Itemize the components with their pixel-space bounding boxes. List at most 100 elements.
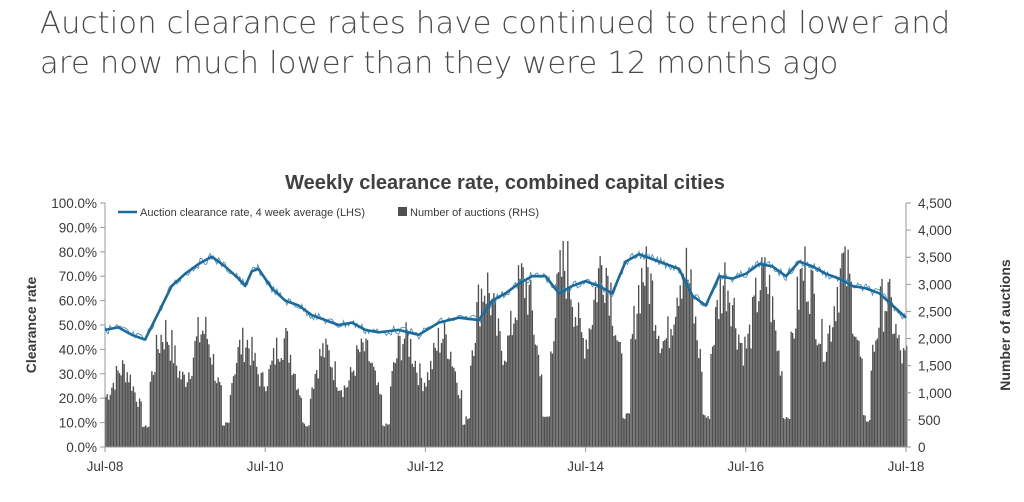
- auction-bar: [735, 328, 737, 447]
- auction-bar: [445, 334, 447, 447]
- auction-bar: [137, 406, 139, 447]
- auction-bar: [120, 375, 122, 447]
- auction-bar: [185, 387, 187, 447]
- auction-bar: [554, 318, 557, 447]
- auction-bar: [359, 352, 361, 447]
- auction-bar: [482, 301, 484, 447]
- auction-bar: [439, 352, 441, 447]
- auction-bar: [239, 339, 241, 447]
- auction-bar: [496, 335, 498, 447]
- auction-bar: [659, 353, 661, 447]
- headline-line-2: are now much lower than they were 12 mon…: [40, 46, 839, 81]
- legend-line-label: Auction clearance rate, 4 week average (…: [140, 207, 365, 219]
- auction-bar: [279, 361, 281, 447]
- auction-bar: [126, 372, 128, 447]
- auction-bar: [721, 313, 723, 447]
- auction-bar: [420, 377, 423, 447]
- auction-bar: [483, 295, 486, 447]
- auction-bar: [759, 290, 762, 447]
- auction-bar: [664, 340, 666, 447]
- auction-bar: [106, 394, 108, 447]
- auction-bar: [299, 395, 301, 447]
- auction-bar: [314, 373, 316, 447]
- auction-bar: [523, 298, 526, 447]
- auction-bar: [328, 350, 330, 447]
- auction-bar: [844, 246, 846, 447]
- auction-bar: [678, 305, 680, 447]
- auction-bar: [226, 422, 229, 447]
- auction-bar: [881, 278, 883, 447]
- auction-bar: [656, 338, 658, 447]
- auction-bar: [730, 326, 732, 447]
- headline-line-1: Auction clearance rates have continued t…: [40, 6, 951, 41]
- auction-bar: [872, 344, 874, 447]
- auction-bar: [815, 339, 817, 447]
- clearance-line-layer: [104, 249, 907, 341]
- auction-bar: [824, 361, 826, 447]
- auction-bar: [357, 349, 359, 447]
- auction-bar: [736, 349, 738, 447]
- auction-bar: [362, 342, 364, 447]
- auction-bar: [812, 270, 814, 447]
- auction-bar: [617, 341, 620, 447]
- auction-bar: [212, 353, 215, 447]
- auction-bar: [115, 365, 118, 447]
- auction-bar: [317, 378, 319, 447]
- auction-bar: [463, 424, 466, 447]
- auction-bar: [565, 298, 567, 447]
- auction-bar: [466, 419, 469, 447]
- axes: 0.0% 10.0% 20.0% 30.0% 40.0% 50.0% 60.0% 70.0% 8…: [51, 196, 952, 474]
- auction-bar: [371, 362, 373, 447]
- auction-bar: [225, 422, 227, 447]
- auction-bar: [198, 342, 201, 447]
- auction-bar: [773, 319, 775, 447]
- auction-bar: [808, 313, 811, 447]
- auction-bar: [269, 364, 272, 447]
- auction-bar: [503, 360, 506, 447]
- auction-bar: [590, 329, 592, 447]
- auction-bar: [545, 416, 547, 447]
- auction-bar: [731, 305, 734, 447]
- auction-bar: [161, 342, 164, 447]
- auction-bar: [471, 350, 473, 447]
- auction-bar: [825, 351, 828, 447]
- auction-bar: [864, 415, 866, 447]
- auction-bar: [353, 370, 355, 447]
- auction-bar: [651, 280, 654, 447]
- auction-bar: [274, 364, 276, 447]
- auction-bar: [163, 349, 165, 447]
- auction-bar: [705, 417, 708, 447]
- auction-bar: [450, 351, 452, 447]
- auction-bar: [197, 317, 199, 447]
- auction-bar: [172, 363, 175, 447]
- auction-bar: [819, 344, 822, 447]
- y-left-tick-label: 100.0%: [51, 196, 97, 211]
- auction-bar: [688, 283, 691, 447]
- auction-bar: [771, 296, 774, 447]
- auction-bar: [682, 273, 684, 447]
- auction-bar: [228, 422, 230, 447]
- auction-bar: [898, 334, 900, 447]
- auction-bar: [574, 317, 577, 447]
- auction-bar: [493, 293, 495, 447]
- auction-bar: [138, 398, 141, 447]
- auction-bar: [788, 419, 791, 447]
- auction-bar: [166, 341, 168, 447]
- auction-bar: [550, 351, 552, 447]
- auction-bar: [741, 342, 743, 447]
- auction-bar: [796, 276, 798, 447]
- auction-bar: [557, 272, 560, 447]
- auction-bar: [882, 331, 885, 447]
- auction-bar: [906, 345, 908, 447]
- auction-bar: [457, 395, 460, 447]
- auction-bar: [631, 334, 634, 447]
- auction-bar: [417, 385, 420, 447]
- auction-bar: [259, 386, 261, 447]
- auction-bar: [850, 281, 852, 447]
- auction-bar: [280, 358, 282, 447]
- auction-bar: [400, 360, 403, 447]
- auction-bar: [336, 387, 338, 447]
- auction-bar: [761, 257, 763, 447]
- auction-bar: [243, 362, 245, 447]
- auction-bar: [810, 269, 812, 447]
